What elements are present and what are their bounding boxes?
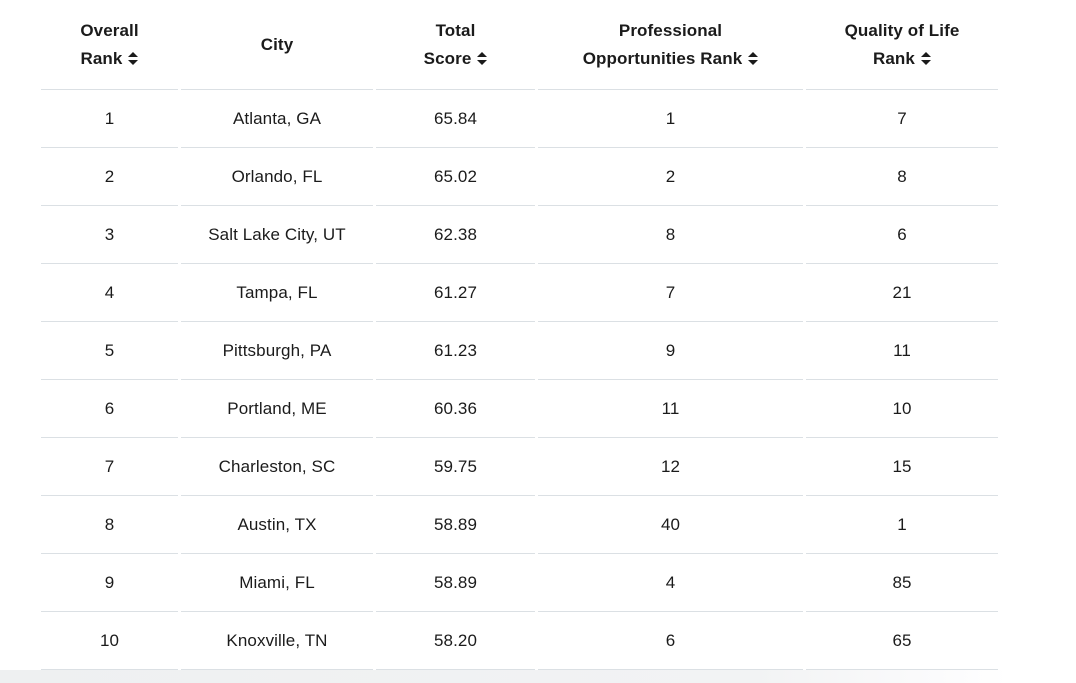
cell-professional-opportunities-rank: 12: [538, 438, 803, 496]
cell-professional-opportunities-rank: 4: [538, 554, 803, 612]
table-body: 1 Atlanta, GA 65.84 1 7 2 Orlando, FL 65…: [41, 90, 998, 670]
cell-city: Portland, ME: [181, 380, 373, 438]
cell-city: Pittsburgh, PA: [181, 322, 373, 380]
sort-up-arrow-icon: [477, 52, 488, 57]
sort-down-arrow-icon: [128, 59, 139, 65]
sort-icon[interactable]: [477, 52, 488, 65]
cell-city: Miami, FL: [181, 554, 373, 612]
cell-professional-opportunities-rank: 9: [538, 322, 803, 380]
header-label-line: Rank: [806, 45, 998, 73]
city-ranking-table: Overall Rank City Total Score Profession…: [38, 0, 1001, 670]
cell-quality-of-life-rank: 85: [806, 554, 998, 612]
header-row: Overall Rank City Total Score Profession…: [41, 0, 998, 90]
cell-overall-rank: 8: [41, 496, 178, 554]
table-row: 1 Atlanta, GA 65.84 1 7: [41, 90, 998, 148]
table-header: Overall Rank City Total Score Profession…: [41, 0, 998, 90]
table-row: 5 Pittsburgh, PA 61.23 9 11: [41, 322, 998, 380]
header-label-line: Rank: [41, 45, 178, 73]
partially-visible-next-row: [0, 670, 1008, 683]
header-label-line: Professional: [618, 20, 723, 40]
header-label-line: Quality of Life: [844, 20, 960, 40]
city-ranking-table-container: Overall Rank City Total Score Profession…: [38, 0, 998, 670]
cell-professional-opportunities-rank: 6: [538, 612, 803, 670]
table-row: 7 Charleston, SC 59.75 12 15: [41, 438, 998, 496]
cell-city: Orlando, FL: [181, 148, 373, 206]
header-label-line: Score: [376, 45, 535, 73]
cell-professional-opportunities-rank: 40: [538, 496, 803, 554]
table-row: 4 Tampa, FL 61.27 7 21: [41, 264, 998, 322]
cell-quality-of-life-rank: 7: [806, 90, 998, 148]
cell-professional-opportunities-rank: 8: [538, 206, 803, 264]
cell-professional-opportunities-rank: 2: [538, 148, 803, 206]
table-row: 3 Salt Lake City, UT 62.38 8 6: [41, 206, 998, 264]
table-row: 9 Miami, FL 58.89 4 85: [41, 554, 998, 612]
table-row: 2 Orlando, FL 65.02 2 8: [41, 148, 998, 206]
sort-down-arrow-icon: [477, 59, 488, 65]
cell-city: Charleston, SC: [181, 438, 373, 496]
cell-city: Salt Lake City, UT: [181, 206, 373, 264]
cell-total-score: 58.20: [376, 612, 535, 670]
sort-up-arrow-icon: [128, 52, 139, 57]
cell-total-score: 62.38: [376, 206, 535, 264]
header-label-line: Opportunities Rank: [538, 45, 803, 73]
cell-total-score: 59.75: [376, 438, 535, 496]
sort-icon[interactable]: [128, 52, 139, 65]
cell-total-score: 61.27: [376, 264, 535, 322]
sort-up-arrow-icon: [920, 52, 931, 57]
cell-overall-rank: 10: [41, 612, 178, 670]
column-header-professional-opportunities-rank[interactable]: Professional Opportunities Rank: [538, 0, 803, 90]
cell-overall-rank: 4: [41, 264, 178, 322]
cell-city: Knoxville, TN: [181, 612, 373, 670]
table-row: 6 Portland, ME 60.36 11 10: [41, 380, 998, 438]
table-row: 10 Knoxville, TN 58.20 6 65: [41, 612, 998, 670]
sort-down-arrow-icon: [920, 59, 931, 65]
cell-overall-rank: 3: [41, 206, 178, 264]
cell-city: Tampa, FL: [181, 264, 373, 322]
table-row: 8 Austin, TX 58.89 40 1: [41, 496, 998, 554]
cell-quality-of-life-rank: 6: [806, 206, 998, 264]
cell-total-score: 58.89: [376, 496, 535, 554]
cell-total-score: 61.23: [376, 322, 535, 380]
cell-quality-of-life-rank: 21: [806, 264, 998, 322]
cell-quality-of-life-rank: 11: [806, 322, 998, 380]
sort-down-arrow-icon: [748, 59, 759, 65]
cell-quality-of-life-rank: 8: [806, 148, 998, 206]
cell-city: Atlanta, GA: [181, 90, 373, 148]
sort-icon[interactable]: [748, 52, 759, 65]
cell-overall-rank: 7: [41, 438, 178, 496]
cell-total-score: 60.36: [376, 380, 535, 438]
column-header-city: City: [181, 0, 373, 90]
cell-overall-rank: 9: [41, 554, 178, 612]
cell-total-score: 65.02: [376, 148, 535, 206]
cell-total-score: 65.84: [376, 90, 535, 148]
cell-overall-rank: 2: [41, 148, 178, 206]
cell-quality-of-life-rank: 1: [806, 496, 998, 554]
cell-overall-rank: 6: [41, 380, 178, 438]
cell-quality-of-life-rank: 15: [806, 438, 998, 496]
cell-professional-opportunities-rank: 11: [538, 380, 803, 438]
header-label-line: Total: [435, 20, 476, 40]
sort-up-arrow-icon: [748, 52, 759, 57]
cell-quality-of-life-rank: 65: [806, 612, 998, 670]
cell-total-score: 58.89: [376, 554, 535, 612]
cell-overall-rank: 5: [41, 322, 178, 380]
cell-quality-of-life-rank: 10: [806, 380, 998, 438]
column-header-quality-of-life-rank[interactable]: Quality of Life Rank: [806, 0, 998, 90]
cell-professional-opportunities-rank: 7: [538, 264, 803, 322]
cell-city: Austin, TX: [181, 496, 373, 554]
sort-icon[interactable]: [920, 52, 931, 65]
cell-professional-opportunities-rank: 1: [538, 90, 803, 148]
column-header-total-score[interactable]: Total Score: [376, 0, 535, 90]
header-label-line: Overall: [80, 20, 139, 40]
cell-overall-rank: 1: [41, 90, 178, 148]
header-label-line: City: [260, 34, 294, 54]
column-header-overall-rank[interactable]: Overall Rank: [41, 0, 178, 90]
